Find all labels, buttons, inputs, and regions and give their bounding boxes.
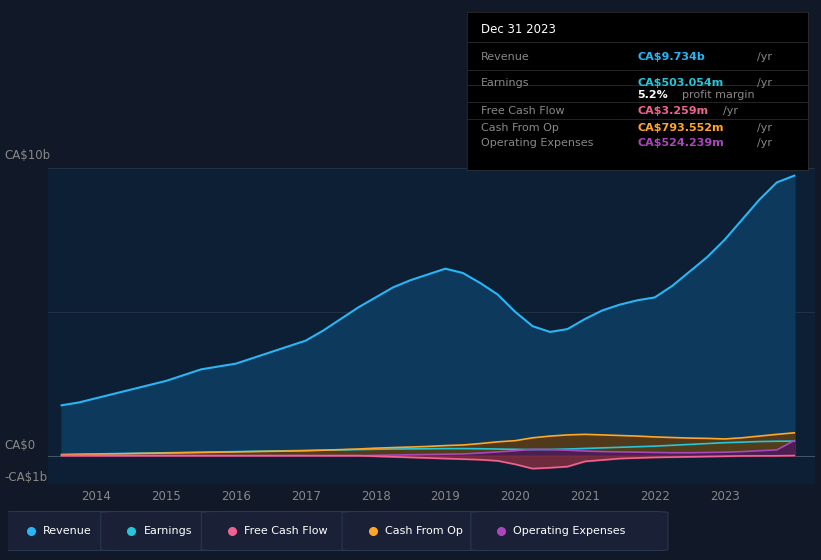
FancyBboxPatch shape — [101, 512, 226, 550]
FancyBboxPatch shape — [201, 512, 366, 550]
Text: CA$10b: CA$10b — [4, 150, 50, 162]
Text: Cash From Op: Cash From Op — [385, 526, 462, 536]
Text: CA$524.239m: CA$524.239m — [638, 138, 724, 148]
Text: profit margin: profit margin — [681, 91, 754, 100]
Text: CA$0: CA$0 — [4, 438, 35, 452]
FancyBboxPatch shape — [342, 512, 495, 550]
Text: /yr: /yr — [757, 78, 772, 88]
Text: Revenue: Revenue — [481, 52, 530, 62]
Text: Revenue: Revenue — [43, 526, 92, 536]
Text: Earnings: Earnings — [481, 78, 530, 88]
Text: Free Cash Flow: Free Cash Flow — [481, 106, 564, 116]
Text: CA$3.259m: CA$3.259m — [638, 106, 709, 116]
Text: CA$503.054m: CA$503.054m — [638, 78, 724, 88]
Text: Operating Expenses: Operating Expenses — [513, 526, 626, 536]
Text: 5.2%: 5.2% — [638, 91, 668, 100]
Text: /yr: /yr — [757, 123, 772, 133]
FancyBboxPatch shape — [0, 512, 125, 550]
Text: Free Cash Flow: Free Cash Flow — [244, 526, 328, 536]
Text: Dec 31 2023: Dec 31 2023 — [481, 24, 556, 36]
Text: /yr: /yr — [722, 106, 738, 116]
Text: CA$793.552m: CA$793.552m — [638, 123, 724, 133]
Text: Operating Expenses: Operating Expenses — [481, 138, 593, 148]
Text: CA$9.734b: CA$9.734b — [638, 52, 705, 62]
Text: Earnings: Earnings — [144, 526, 192, 536]
Text: Cash From Op: Cash From Op — [481, 123, 558, 133]
FancyBboxPatch shape — [470, 512, 668, 550]
Text: /yr: /yr — [757, 138, 772, 148]
Text: -CA$1b: -CA$1b — [4, 470, 48, 484]
Text: /yr: /yr — [757, 52, 772, 62]
